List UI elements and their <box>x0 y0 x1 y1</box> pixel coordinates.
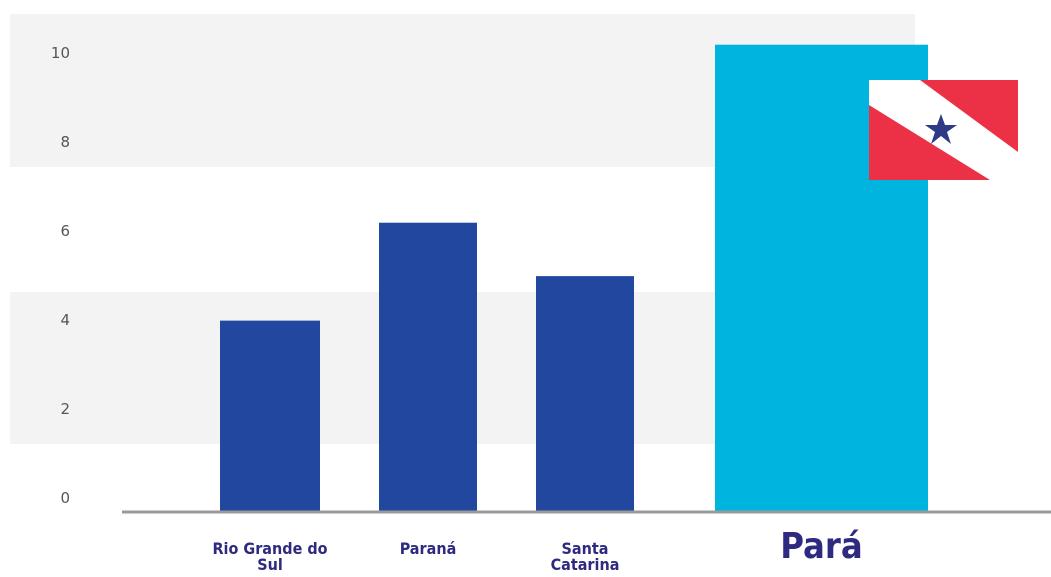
y-tick-label: 6 <box>60 222 70 240</box>
bar <box>536 276 634 512</box>
flag-star <box>925 114 957 144</box>
bar <box>379 222 477 513</box>
bar <box>220 320 320 512</box>
y-tick-label: 0 <box>60 489 70 507</box>
x-tick-label: Paraná <box>399 539 457 558</box>
y-tick-label: 4 <box>60 311 70 329</box>
y-tick-label: 10 <box>51 44 70 62</box>
x-tick-label: Santa Catarina <box>550 539 620 574</box>
flag <box>869 80 1018 180</box>
y-tick-label: 2 <box>60 400 70 418</box>
y-tick-label: 8 <box>60 133 70 151</box>
marks <box>220 44 928 513</box>
x-tick-label: Pará <box>780 526 863 567</box>
x-tick-label: Rio Grande do Sul <box>212 539 328 574</box>
